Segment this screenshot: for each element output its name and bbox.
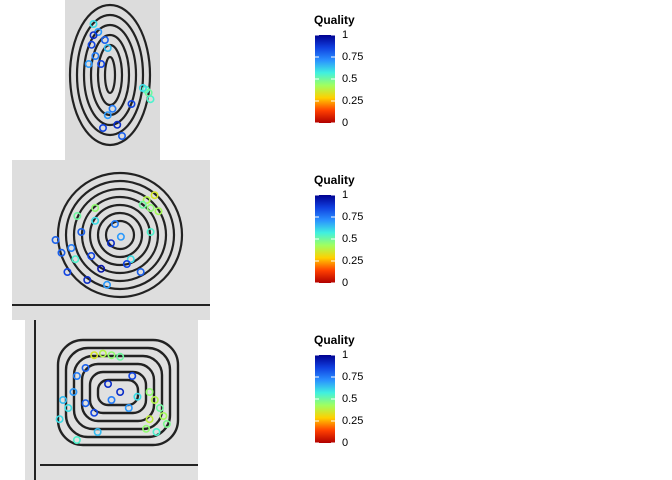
minutia-point bbox=[155, 403, 164, 412]
colorbar-tick-label: 0.5 bbox=[342, 73, 357, 85]
minutia-point bbox=[107, 395, 116, 404]
colorbar-tick-label: 0 bbox=[342, 437, 348, 449]
minutia-point bbox=[126, 255, 135, 264]
minutia-point bbox=[59, 395, 68, 404]
minutia-point bbox=[98, 349, 107, 358]
minutia-point bbox=[93, 427, 102, 436]
colorbar bbox=[315, 35, 335, 123]
minutia-point bbox=[162, 419, 171, 428]
minutia-point bbox=[81, 399, 90, 408]
colorbar-title: Quality bbox=[314, 13, 355, 27]
fingerprint-image-2 bbox=[12, 160, 210, 320]
minutia-point bbox=[145, 387, 154, 396]
minutia-point bbox=[124, 403, 133, 412]
minutia-point bbox=[81, 363, 90, 372]
minutia-point bbox=[107, 351, 116, 360]
minutia-point bbox=[57, 248, 66, 257]
minutia-point bbox=[103, 280, 112, 289]
minutia-point bbox=[51, 236, 60, 245]
colorbar-tick-label: 0.75 bbox=[342, 371, 363, 383]
minutia-point bbox=[138, 84, 147, 93]
minutia-point bbox=[107, 239, 116, 248]
minutia-point bbox=[100, 35, 109, 44]
colorbar-tick-label: 1 bbox=[342, 189, 348, 201]
minutia-point bbox=[103, 111, 112, 120]
minutia-point bbox=[87, 40, 96, 49]
colorbar-tick-label: 0.25 bbox=[342, 415, 363, 427]
minutia-point bbox=[127, 100, 136, 109]
minutia-point bbox=[89, 19, 98, 28]
minutia-point bbox=[138, 200, 147, 209]
colorbar-tick-label: 0.25 bbox=[342, 95, 363, 107]
colorbar-tick-label: 1 bbox=[342, 349, 348, 361]
minutia-point bbox=[84, 59, 93, 68]
minutia-point bbox=[73, 212, 82, 221]
minutia-point bbox=[150, 395, 159, 404]
minutia-point bbox=[97, 59, 106, 68]
colorbar-tick-label: 0.25 bbox=[342, 255, 363, 267]
minutia-point bbox=[122, 259, 131, 268]
minutia-point bbox=[110, 220, 119, 229]
colorbar-tick-label: 0.5 bbox=[342, 233, 357, 245]
minutia-point bbox=[97, 264, 106, 273]
colorbar-tick-label: 0.5 bbox=[342, 393, 357, 405]
colorbar-title: Quality bbox=[314, 173, 355, 187]
colorbar-tick-label: 1 bbox=[342, 29, 348, 41]
minutia-point bbox=[108, 104, 117, 113]
minutia-point bbox=[83, 275, 92, 284]
minutia-point bbox=[55, 415, 64, 424]
colorbar-tick-label: 0.75 bbox=[342, 51, 363, 63]
minutia-point bbox=[72, 435, 81, 444]
minutia-point bbox=[146, 228, 155, 237]
minutia-point bbox=[150, 191, 159, 200]
colorbar-title: Quality bbox=[314, 333, 355, 347]
minutia-point bbox=[91, 51, 100, 60]
minutia-point bbox=[89, 31, 98, 40]
minutia-point bbox=[116, 352, 125, 361]
colorbar-tick-label: 0 bbox=[342, 117, 348, 129]
minutia-point bbox=[91, 216, 100, 225]
minutia-point bbox=[113, 120, 122, 129]
minutia-point bbox=[116, 387, 125, 396]
minutia-point bbox=[152, 427, 161, 436]
minutia-point bbox=[118, 132, 127, 141]
minutia-point bbox=[64, 403, 73, 412]
minutia-point bbox=[87, 252, 96, 261]
fingerprint-image-1 bbox=[65, 0, 160, 160]
minutia-point bbox=[72, 371, 81, 380]
minutia-point bbox=[90, 408, 99, 417]
minutia-point bbox=[99, 124, 108, 133]
minutia-point bbox=[63, 267, 72, 276]
minutia-point bbox=[159, 411, 168, 420]
colorbar-tick-label: 0.75 bbox=[342, 211, 363, 223]
minutia-point bbox=[142, 196, 151, 205]
minutia-point bbox=[103, 43, 112, 52]
minutia-point bbox=[90, 351, 99, 360]
minutia-point bbox=[116, 232, 125, 241]
minutia-point bbox=[104, 379, 113, 388]
colorbar-tick-label: 0 bbox=[342, 277, 348, 289]
colorbar bbox=[315, 195, 335, 283]
minutia-point bbox=[145, 415, 154, 424]
minutia-point bbox=[91, 204, 100, 213]
minutia-point bbox=[71, 255, 80, 264]
minutia-point bbox=[146, 95, 155, 104]
minutia-point bbox=[69, 387, 78, 396]
minutia-point bbox=[67, 244, 76, 253]
minutia-point bbox=[146, 204, 155, 213]
minutia-point bbox=[142, 424, 151, 433]
colorbar bbox=[315, 355, 335, 443]
minutia-point bbox=[154, 207, 163, 216]
fingerprint-image-3 bbox=[25, 320, 198, 480]
minutia-point bbox=[133, 392, 142, 401]
minutia-point bbox=[77, 228, 86, 237]
minutia-point bbox=[136, 267, 145, 276]
minutia-point bbox=[128, 371, 137, 380]
